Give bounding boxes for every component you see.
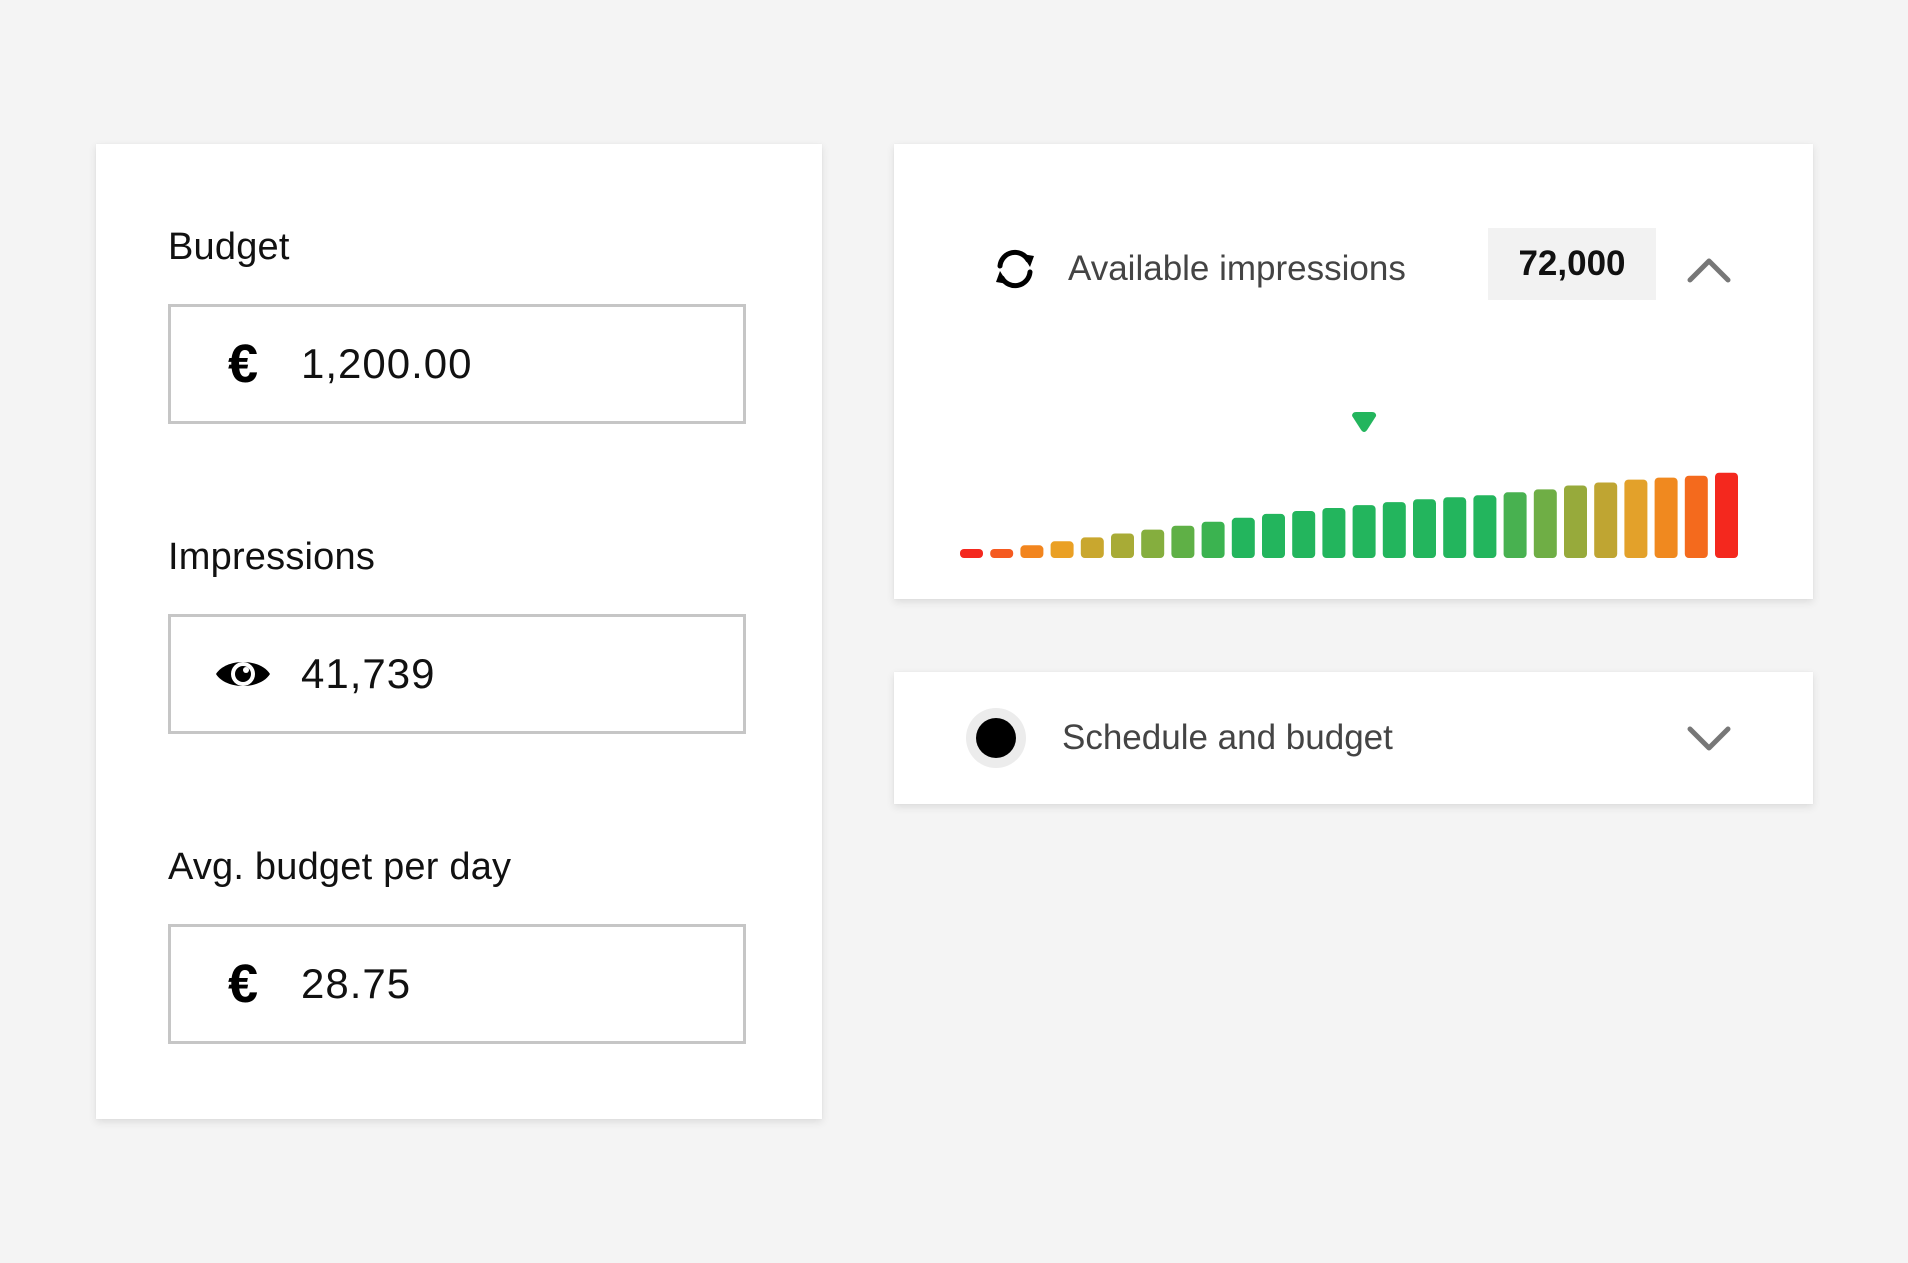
available-impressions-value: 72,000	[1488, 228, 1656, 300]
status-dot-icon	[966, 708, 1026, 768]
chart-bar-7	[1141, 529, 1165, 558]
chart-position-marker[interactable]	[1352, 412, 1377, 432]
euro-icon: €	[227, 954, 259, 1014]
chart-bar-12	[1292, 511, 1316, 558]
budget-input[interactable]: € 1,200.00	[168, 304, 746, 424]
available-impressions-panel: Available impressions 72,000	[894, 144, 1813, 599]
chart-bar-16	[1413, 499, 1436, 558]
chart-bar-20	[1533, 489, 1557, 558]
avg-budget-label: Avg. budget per day	[168, 846, 512, 888]
impressions-bar-chart	[960, 412, 1738, 558]
avg-budget-input[interactable]: € 28.75	[168, 924, 746, 1044]
chevron-down-icon[interactable]	[1684, 713, 1734, 763]
status-dot-inner	[976, 718, 1016, 758]
chart-bar-19	[1503, 492, 1527, 558]
avg-budget-value[interactable]: 28.75	[301, 960, 412, 1007]
chart-bar-5	[1080, 537, 1104, 558]
chart-bar-13	[1322, 508, 1346, 558]
chart-bar-15	[1382, 502, 1406, 558]
chart-bar-26	[1715, 472, 1738, 558]
euro-icon: €	[227, 334, 259, 394]
chart-bar-8	[1171, 525, 1195, 558]
chart-bar-25	[1684, 475, 1708, 558]
refresh-icon[interactable]	[990, 244, 1040, 294]
chart-bar-11	[1262, 513, 1285, 558]
available-impressions-label: Available impressions	[1068, 249, 1406, 288]
chart-bar-17	[1443, 497, 1467, 558]
eye-icon	[213, 654, 273, 694]
schedule-and-budget-panel[interactable]: Schedule and budget	[894, 672, 1813, 804]
chart-bar-18	[1473, 495, 1497, 558]
chart-bar-24	[1654, 477, 1678, 558]
schedule-and-budget-label: Schedule and budget	[1062, 718, 1393, 757]
chart-bar-23	[1624, 479, 1648, 558]
chart-bar-10	[1231, 517, 1255, 558]
chevron-up-icon[interactable]	[1684, 244, 1734, 294]
chart-bar-21	[1564, 485, 1587, 558]
chart-bar-1	[960, 549, 983, 558]
budget-value[interactable]: 1,200.00	[301, 340, 473, 387]
impressions-value[interactable]: 41,739	[301, 650, 436, 697]
chart-bar-4	[1050, 541, 1074, 558]
chart-bar-9	[1201, 521, 1225, 558]
impressions-input[interactable]: 41,739	[168, 614, 746, 734]
impressions-label: Impressions	[168, 536, 376, 578]
budget-label: Budget	[168, 226, 290, 268]
chart-bar-2	[990, 549, 1014, 558]
chart-bar-22	[1594, 482, 1618, 558]
chart-bar-3	[1020, 545, 1044, 558]
budget-form-card: Budget € 1,200.00 Impressions 41,739 Avg…	[96, 144, 822, 1119]
chart-bar-6	[1111, 533, 1134, 558]
chart-bar-14	[1352, 505, 1376, 558]
